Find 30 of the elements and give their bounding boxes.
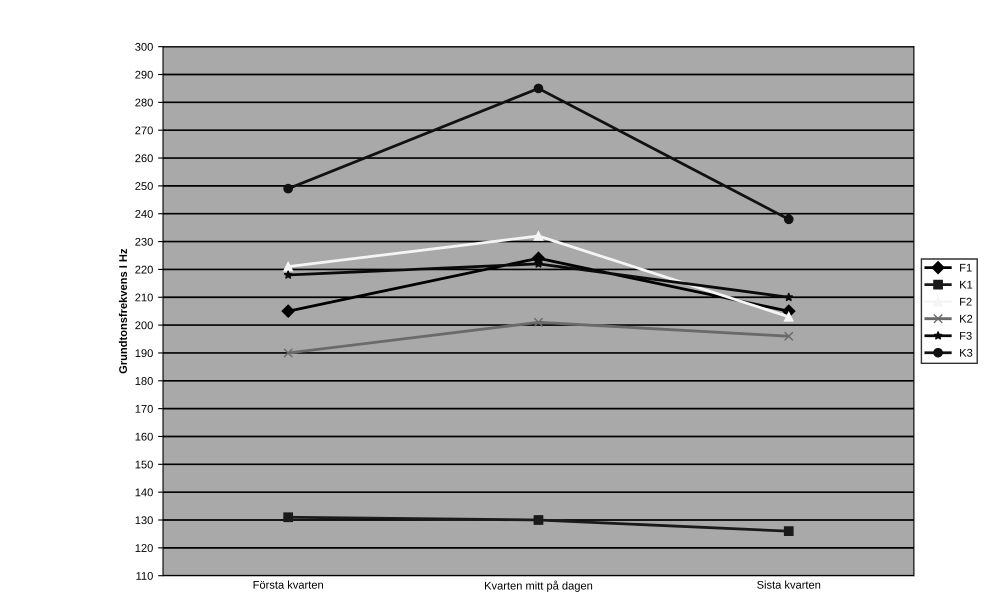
- legend-label: K3: [960, 348, 972, 357]
- y-tick-label: 280: [135, 98, 153, 106]
- y-tick-label: 200: [135, 321, 153, 330]
- y-tick-label: 130: [136, 516, 153, 524]
- x-tick-label: Första kvarten: [254, 580, 323, 589]
- legend-label: F2: [960, 298, 972, 306]
- y-tick-label: 140: [136, 488, 153, 496]
- y-tick-label: 170: [136, 404, 153, 413]
- legend-label: K1: [960, 280, 972, 289]
- y-tick-label: 240: [135, 210, 153, 218]
- legend-label: F3: [960, 332, 972, 340]
- y-tick-label: 160: [136, 432, 153, 441]
- y-tick-label: 190: [136, 349, 153, 358]
- y-tick-label: 150: [136, 460, 153, 468]
- legend-label: K2: [960, 314, 972, 323]
- x-tick-label: Kvarten mitt på dagen: [485, 580, 592, 592]
- y-tick-label: 110: [136, 572, 153, 580]
- x-tick-label: Sista kvarten: [757, 580, 820, 589]
- y-tick-label: 220: [135, 266, 153, 274]
- y-tick-label: 290: [135, 70, 153, 79]
- y-tick-label: 270: [135, 126, 153, 134]
- y-tick-label: 250: [135, 182, 153, 190]
- y-tick-label: 180: [136, 377, 153, 385]
- y-tick-label: 300: [135, 42, 153, 51]
- y-tick-label: 120: [136, 544, 153, 552]
- y-tick-label: 230: [135, 238, 153, 246]
- y-axis-title: Grundtonsfrekvens I Hz: [118, 248, 128, 374]
- y-tick-label: 260: [135, 154, 153, 162]
- legend-label: F1: [960, 264, 972, 272]
- y-tick-label: 210: [135, 294, 153, 302]
